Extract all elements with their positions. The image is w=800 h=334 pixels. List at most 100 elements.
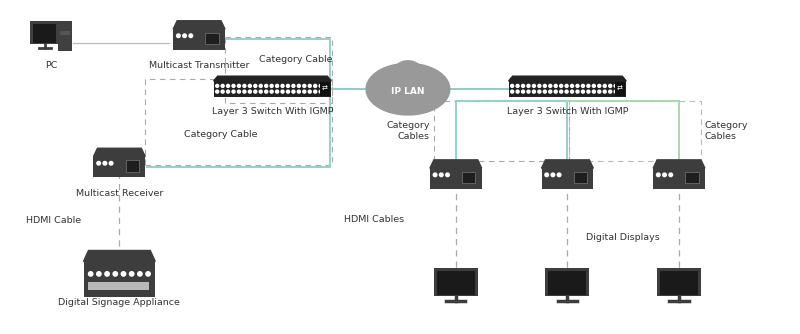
Circle shape [560, 85, 562, 88]
Bar [320, 82, 330, 96]
Circle shape [221, 90, 224, 93]
Circle shape [270, 85, 273, 88]
Circle shape [216, 90, 218, 93]
Text: Category Cable: Category Cable [184, 130, 258, 139]
Circle shape [281, 90, 284, 93]
Circle shape [259, 85, 262, 88]
Bar [437, 271, 474, 295]
Circle shape [587, 90, 590, 93]
Circle shape [558, 173, 561, 177]
Circle shape [319, 85, 322, 88]
Circle shape [105, 272, 110, 276]
Circle shape [298, 85, 300, 88]
Circle shape [254, 90, 257, 93]
Circle shape [609, 90, 612, 93]
Polygon shape [173, 21, 225, 29]
Circle shape [248, 85, 251, 88]
Circle shape [582, 85, 585, 88]
Circle shape [110, 161, 113, 165]
Text: Multicast Receiver: Multicast Receiver [76, 189, 163, 198]
Circle shape [560, 90, 562, 93]
Circle shape [97, 161, 101, 165]
Circle shape [265, 85, 268, 88]
Text: PC: PC [45, 61, 57, 70]
Circle shape [177, 34, 180, 37]
Text: ⇄: ⇄ [617, 86, 623, 92]
Circle shape [226, 85, 230, 88]
Circle shape [543, 85, 546, 88]
Bar [173, 29, 225, 50]
Circle shape [614, 85, 617, 88]
Text: Digital Displays: Digital Displays [586, 233, 660, 242]
Polygon shape [366, 63, 450, 115]
Bar [660, 271, 698, 295]
Circle shape [662, 173, 666, 177]
Bar [30, 21, 59, 44]
Circle shape [243, 85, 246, 88]
Circle shape [657, 173, 660, 177]
Polygon shape [414, 68, 437, 84]
Bar [574, 172, 587, 183]
Circle shape [281, 85, 284, 88]
Bar [546, 268, 590, 296]
Circle shape [522, 85, 525, 88]
Circle shape [609, 85, 612, 88]
Text: Category
Cables: Category Cables [705, 121, 749, 141]
Circle shape [292, 85, 295, 88]
Circle shape [587, 85, 590, 88]
Circle shape [308, 85, 311, 88]
Circle shape [314, 90, 317, 93]
Polygon shape [653, 160, 705, 168]
Circle shape [216, 85, 218, 88]
Text: Layer 3 Switch With IGMP: Layer 3 Switch With IGMP [212, 107, 333, 116]
Polygon shape [83, 250, 155, 262]
Circle shape [146, 272, 150, 276]
Bar [126, 160, 139, 172]
Circle shape [89, 272, 93, 276]
Bar [206, 33, 218, 44]
Circle shape [538, 85, 541, 88]
Circle shape [130, 272, 134, 276]
Circle shape [570, 85, 574, 88]
Circle shape [103, 161, 106, 165]
Circle shape [286, 90, 290, 93]
Circle shape [510, 85, 514, 88]
Circle shape [543, 90, 546, 93]
Bar [657, 268, 701, 296]
Bar [88, 282, 149, 290]
Text: HDMI Cables: HDMI Cables [344, 215, 404, 224]
Circle shape [565, 85, 568, 88]
Circle shape [286, 85, 290, 88]
Text: Category Cable: Category Cable [259, 55, 332, 64]
Circle shape [551, 173, 554, 177]
Circle shape [270, 90, 273, 93]
Polygon shape [542, 160, 594, 168]
Circle shape [434, 173, 437, 177]
Circle shape [545, 173, 549, 177]
Bar [58, 21, 72, 51]
Circle shape [570, 90, 574, 93]
Circle shape [598, 90, 601, 93]
Circle shape [298, 90, 300, 93]
Text: HDMI Cable: HDMI Cable [26, 216, 82, 225]
Circle shape [221, 85, 224, 88]
Circle shape [226, 90, 230, 93]
Circle shape [265, 90, 268, 93]
Bar [653, 168, 705, 189]
Circle shape [97, 272, 101, 276]
Circle shape [446, 173, 450, 177]
Circle shape [254, 85, 257, 88]
Circle shape [238, 90, 241, 93]
Circle shape [538, 90, 541, 93]
Bar [542, 168, 594, 189]
Circle shape [582, 90, 585, 93]
Circle shape [243, 90, 246, 93]
Bar [434, 268, 478, 296]
Text: Layer 3 Switch With IGMP: Layer 3 Switch With IGMP [506, 107, 628, 116]
Circle shape [516, 85, 519, 88]
Circle shape [549, 85, 552, 88]
Circle shape [592, 90, 595, 93]
Circle shape [314, 85, 317, 88]
Circle shape [113, 272, 118, 276]
Polygon shape [379, 67, 403, 83]
